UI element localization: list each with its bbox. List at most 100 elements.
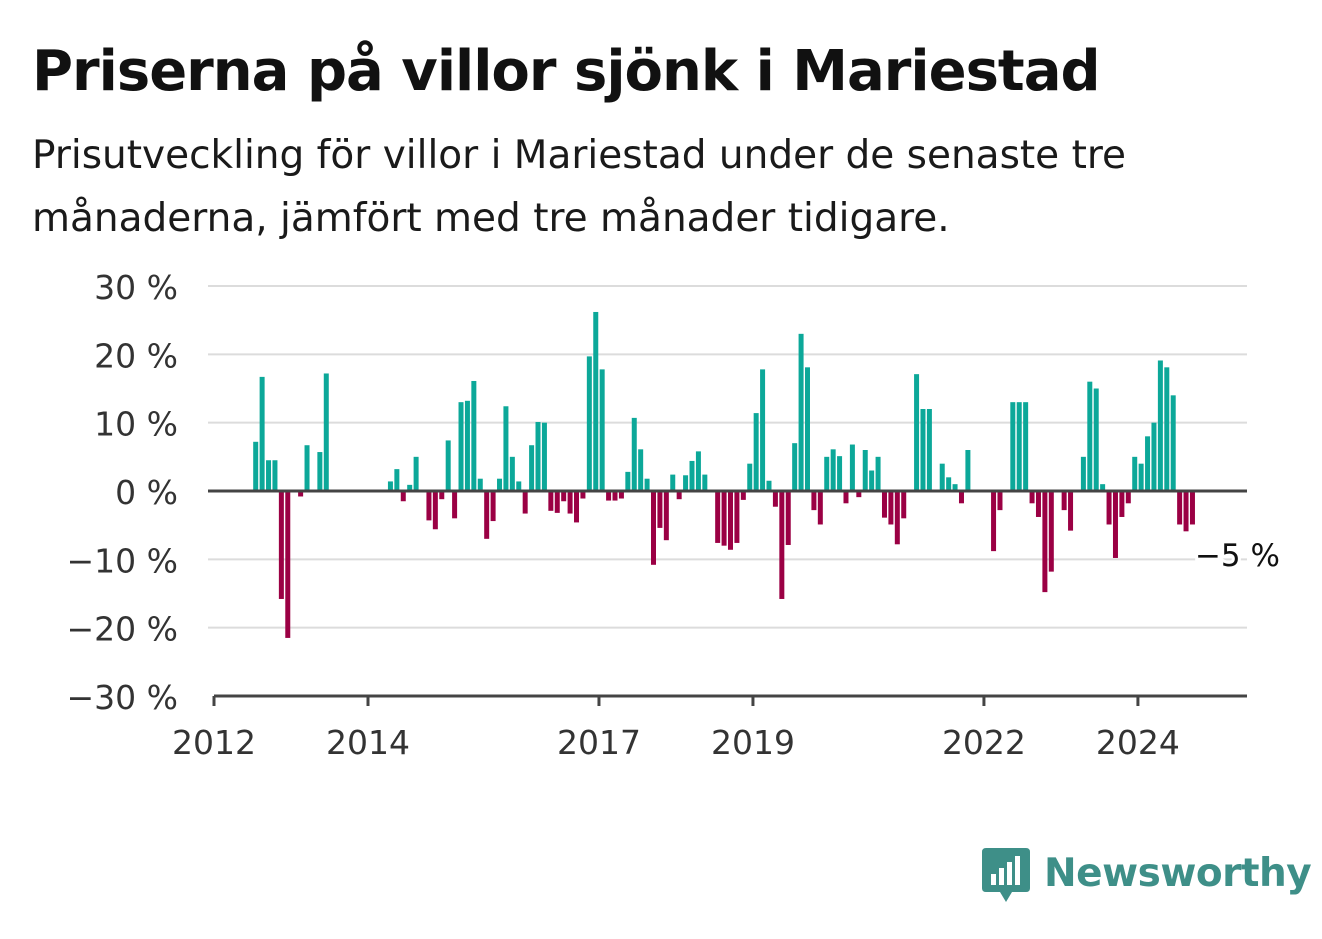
bar <box>740 491 746 500</box>
gridlines <box>208 285 1247 629</box>
y-tick-label: 30 % <box>94 268 178 307</box>
bar <box>259 376 265 491</box>
y-tick-label: −10 % <box>67 541 179 580</box>
bar <box>1177 491 1183 525</box>
bar <box>946 477 952 491</box>
bar <box>657 491 663 528</box>
annotations: −5 % <box>1192 535 1283 577</box>
bar <box>997 491 1003 511</box>
bar <box>1010 402 1016 491</box>
bar <box>253 441 259 491</box>
bar <box>606 491 612 501</box>
bar <box>881 491 887 518</box>
y-tick-label: −20 % <box>67 610 179 649</box>
y-tick-label: 10 % <box>94 405 178 444</box>
bar <box>760 369 766 491</box>
bar <box>317 452 323 491</box>
bar <box>663 491 669 541</box>
x-tick-label: 2012 <box>172 723 256 762</box>
bar <box>695 451 701 491</box>
bar <box>824 456 830 491</box>
bar <box>689 460 695 491</box>
bar <box>298 491 304 497</box>
bar <box>625 471 631 491</box>
y-tick-label: 0 % <box>115 473 178 512</box>
bar <box>753 413 759 491</box>
bar <box>407 484 413 491</box>
bar <box>747 463 753 491</box>
bar <box>1132 456 1138 491</box>
bar <box>439 491 445 500</box>
bar <box>965 450 971 491</box>
bar <box>432 491 438 530</box>
chart-subtitle: Prisutveckling för villor i Mariestad un… <box>32 133 1127 241</box>
x-tick-label: 2024 <box>1096 723 1180 762</box>
bar <box>772 491 778 507</box>
bar <box>779 491 785 599</box>
bar <box>721 491 727 546</box>
bar-chart: 30 %20 %10 %0 %−10 %−20 %−30 % 2012 2014 2… <box>66 268 1283 762</box>
bar <box>1080 456 1086 491</box>
bar <box>387 481 393 491</box>
y-tick-label: −30 % <box>67 678 179 717</box>
bar <box>1035 491 1041 517</box>
bar <box>1061 491 1067 511</box>
bar <box>612 491 618 501</box>
bar <box>991 491 997 552</box>
bar <box>1183 491 1189 532</box>
bar <box>837 456 843 491</box>
bar <box>464 400 470 491</box>
bar <box>522 491 528 514</box>
bar <box>1157 360 1163 491</box>
bar <box>1119 491 1125 517</box>
bar <box>728 491 733 550</box>
bar <box>1164 367 1170 491</box>
x-tick-label: 2022 <box>942 723 1026 762</box>
bar <box>567 491 573 514</box>
bar <box>458 402 464 491</box>
bar <box>586 356 592 491</box>
bar <box>1112 491 1118 558</box>
chart-title: Priserna på villor sjönk i Mariestad <box>32 39 1101 104</box>
bar <box>272 460 278 491</box>
y-axis-labels: 30 % 20 % 10 % 0 % −10 % −20 % −30 % <box>67 268 179 717</box>
bar <box>811 491 817 511</box>
bar <box>266 460 272 491</box>
bar <box>926 409 932 491</box>
bar <box>535 421 541 491</box>
bar <box>323 373 329 491</box>
bar <box>792 443 798 491</box>
bar <box>676 491 682 500</box>
bar <box>869 470 875 491</box>
bar <box>1151 422 1157 491</box>
last-value-label: −5 % <box>1195 538 1280 574</box>
bar <box>400 491 406 502</box>
bar-chart-speech-bubble-icon <box>982 848 1030 902</box>
bar <box>1106 491 1112 525</box>
bar <box>580 491 586 499</box>
bar <box>715 491 721 543</box>
bar <box>490 491 496 522</box>
bar <box>734 491 740 543</box>
bar <box>958 491 964 504</box>
x-tick-label: 2014 <box>326 723 410 762</box>
bar <box>304 445 310 491</box>
bar <box>862 450 868 491</box>
bar <box>413 456 419 491</box>
bar <box>1125 491 1131 504</box>
bar <box>426 491 432 521</box>
bar <box>599 369 605 491</box>
bar <box>952 484 958 491</box>
bars <box>253 311 1195 638</box>
bar <box>804 367 810 491</box>
bar <box>497 478 503 491</box>
bar <box>849 444 855 491</box>
bar <box>1029 491 1035 504</box>
x-axis-labels: 2012 2014 2017 2019 2022 2024 <box>172 723 1180 762</box>
bar <box>394 469 400 491</box>
bar <box>644 478 650 491</box>
bar <box>1016 402 1022 491</box>
bar <box>516 481 522 491</box>
x-tick-label: 2019 <box>711 723 795 762</box>
bar <box>541 422 547 491</box>
